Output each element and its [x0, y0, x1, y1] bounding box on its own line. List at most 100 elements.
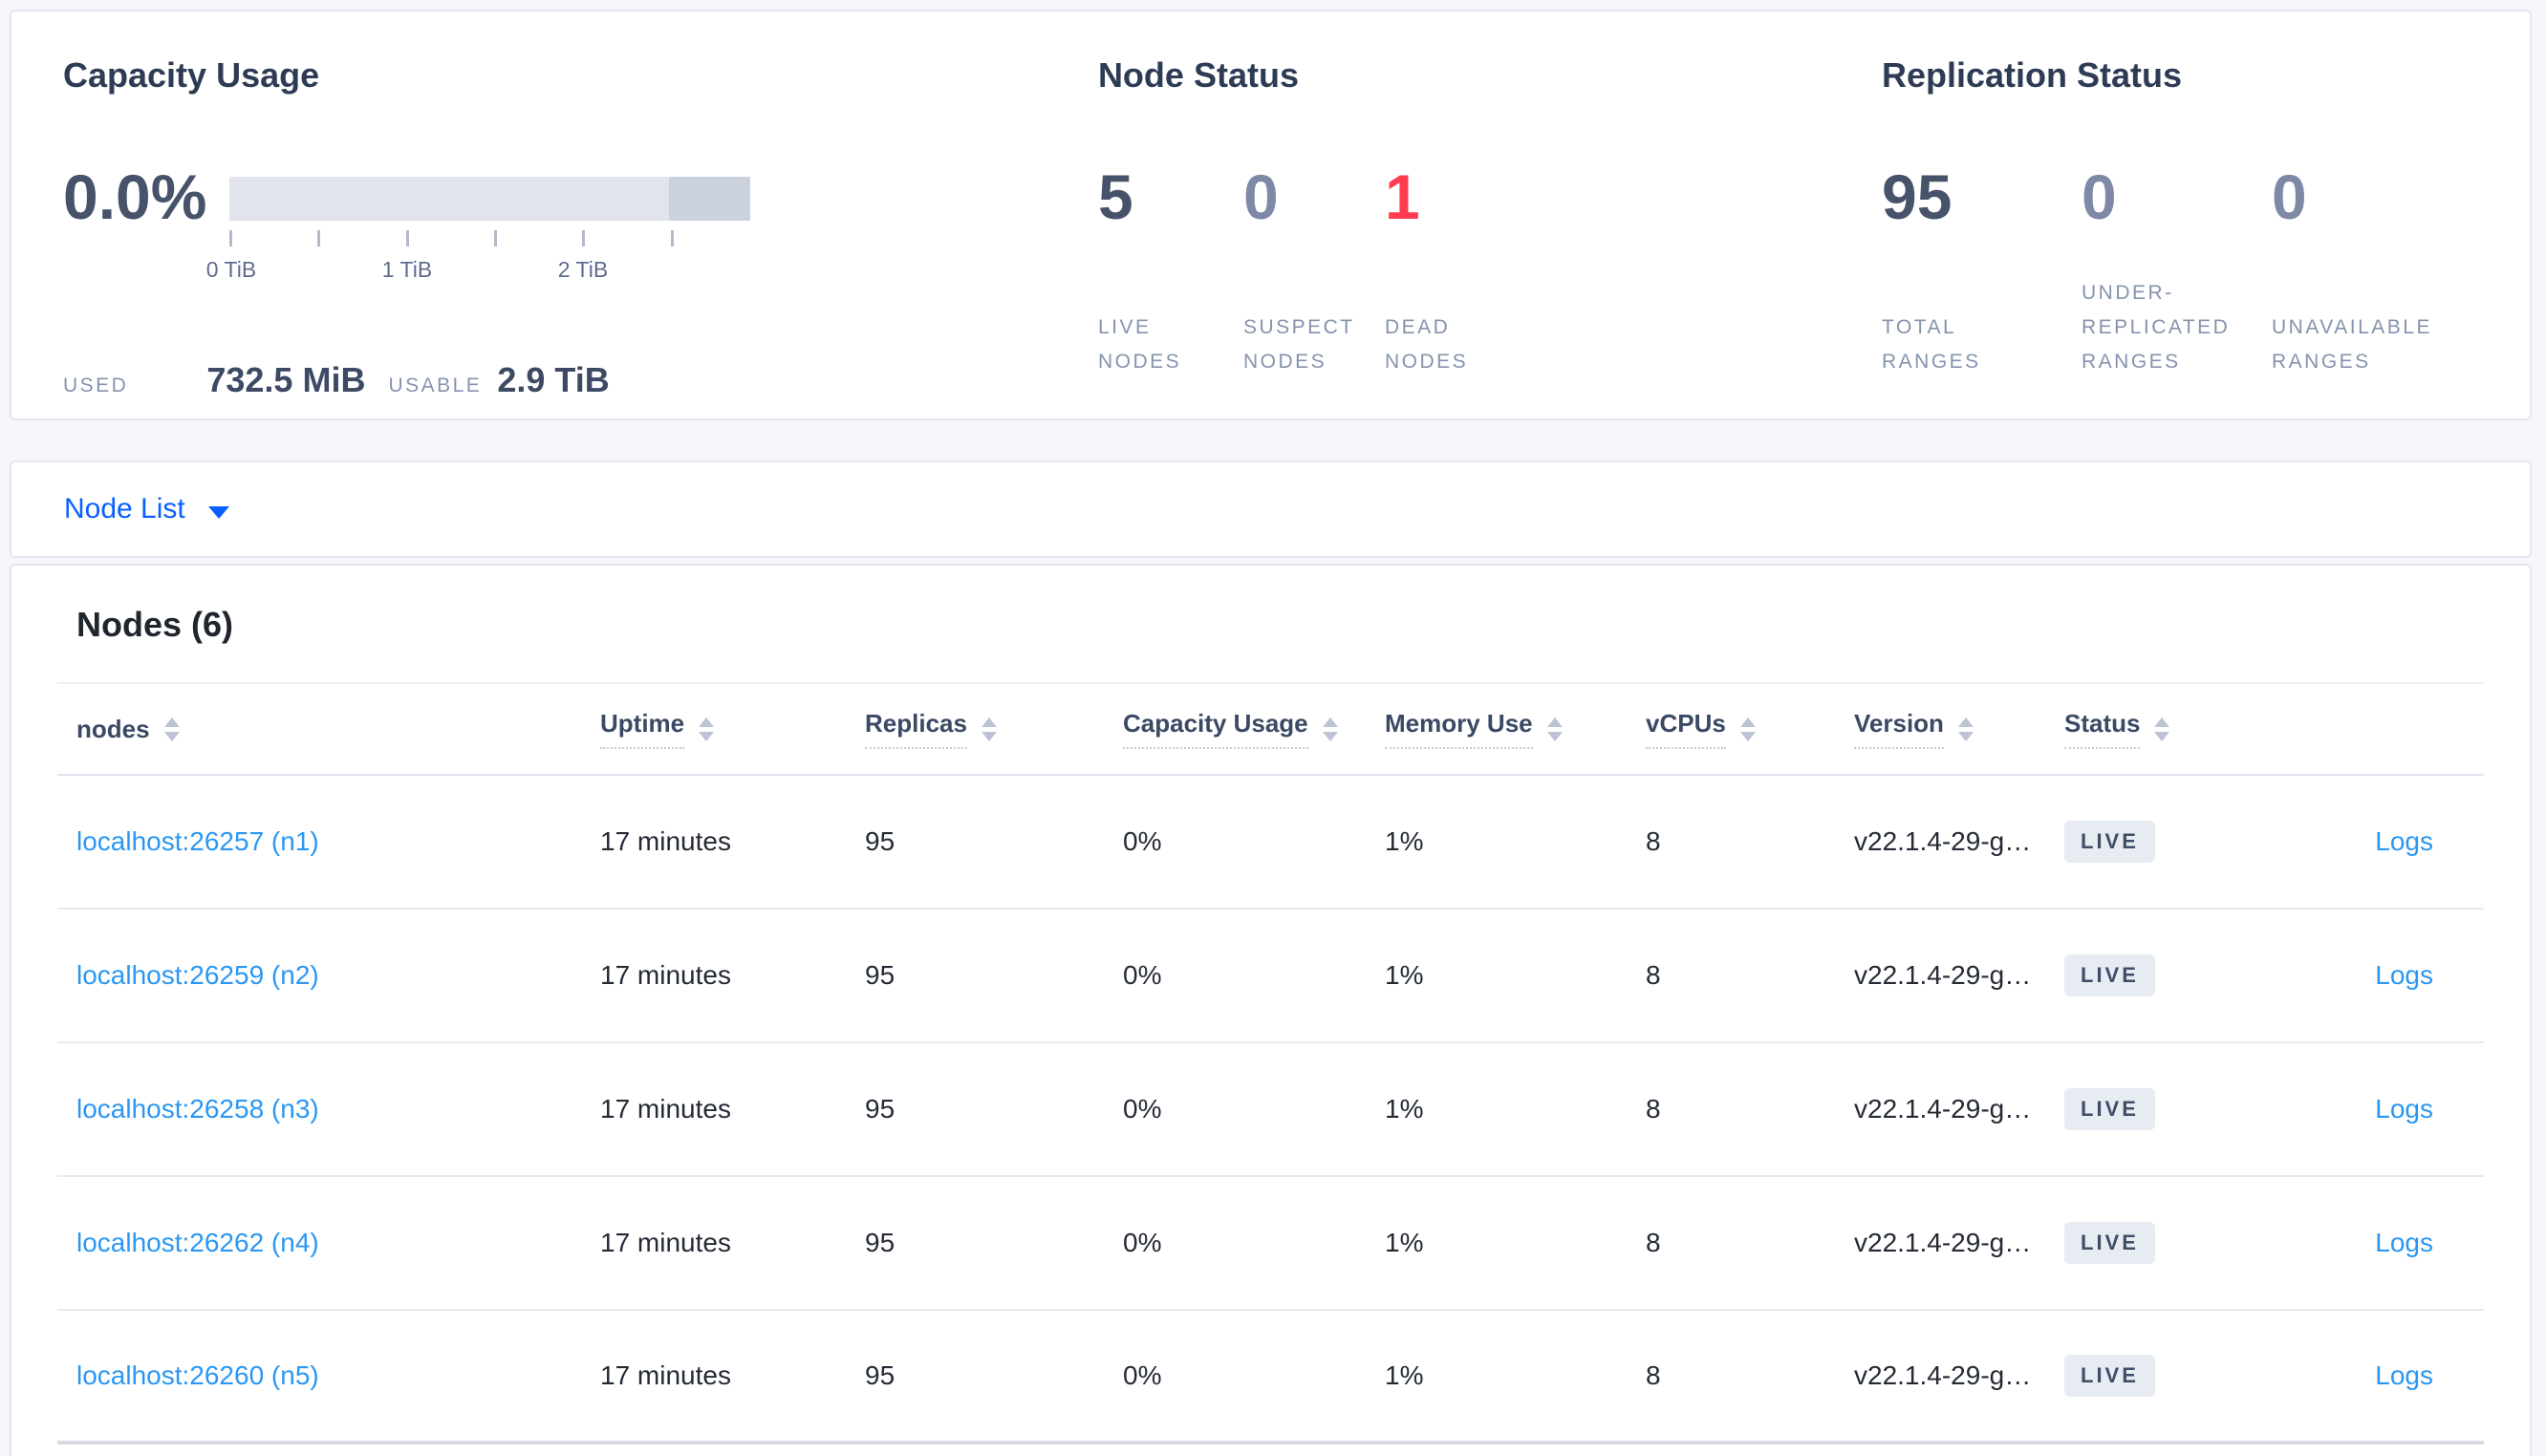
memory-cell: 1%: [1385, 1228, 1424, 1257]
column-header-label[interactable]: Uptime: [600, 709, 685, 749]
used-value: 732.5 MiB: [206, 360, 366, 399]
status-cell: LIVE: [2064, 954, 2286, 996]
axis-tick: [582, 230, 585, 246]
cluster-summary-card: Capacity Usage 0.0% 0 TiB 1 TiB 2 TiB: [10, 10, 2532, 420]
total-ranges-stat: 95 TOTAL RANGES: [1882, 163, 2082, 379]
column-header-version[interactable]: Version: [1854, 709, 2064, 749]
chevron-down-icon[interactable]: [207, 505, 229, 519]
table-row: localhost:26259 (n2) 17 minutes 95 0% 1%…: [57, 910, 2484, 1043]
axis-tick-label: 2 TiB: [557, 257, 609, 282]
logs-link[interactable]: Logs: [2375, 960, 2433, 990]
capacity-cell: 0%: [1123, 1360, 1162, 1390]
vcpus-cell: 8: [1646, 1228, 1661, 1257]
sort-icon[interactable]: [1322, 717, 1338, 741]
logs-cell: Logs: [2286, 826, 2484, 857]
live-nodes-value: 5: [1097, 161, 1133, 232]
node-link[interactable]: localhost:26259 (n2): [76, 960, 319, 990]
capacity-cell: 0%: [1123, 960, 1162, 990]
logs-link[interactable]: Logs: [2375, 826, 2433, 856]
status-cell: LIVE: [2064, 1355, 2286, 1397]
memory-cell: 1%: [1385, 960, 1424, 990]
total-ranges-label: TOTAL RANGES: [1882, 316, 1981, 373]
nodes-table: nodes Uptime Replicas Capacity Usage Mem…: [57, 682, 2484, 1445]
version-cell: v22.1.4-29-g…: [1854, 1360, 2032, 1390]
status-badge: LIVE: [2064, 954, 2155, 996]
axis-tick: [494, 230, 497, 246]
version-cell: v22.1.4-29-g…: [1854, 1228, 2032, 1257]
table-header-row: nodes Uptime Replicas Capacity Usage Mem…: [57, 682, 2484, 776]
under-replicated-ranges-label: UNDER-REPLICATED RANGES: [2082, 282, 2231, 373]
column-header-capacity-usage[interactable]: Capacity Usage: [1123, 709, 1385, 749]
logs-cell: Logs: [2286, 960, 2484, 991]
replication-status-panel: Replication Status 95 TOTAL RANGES 0 UND…: [1882, 11, 2530, 418]
unavailable-ranges-label: UNAVAILABLE RANGES: [2272, 316, 2432, 373]
table-row: localhost:26257 (n1) 17 minutes 95 0% 1%…: [57, 776, 2484, 910]
under-replicated-ranges-stat: 0 UNDER-REPLICATED RANGES: [2082, 163, 2272, 379]
capacity-bar: [229, 177, 750, 221]
replicas-cell: 95: [865, 1360, 895, 1390]
sort-icon[interactable]: [699, 717, 715, 741]
capacity-bar-other-segment: [669, 177, 750, 221]
logs-cell: Logs: [2286, 1094, 2484, 1124]
logs-link[interactable]: Logs: [2375, 1360, 2433, 1390]
capacity-cell: 0%: [1123, 1094, 1162, 1124]
sort-icon[interactable]: [1546, 717, 1563, 741]
column-header-nodes[interactable]: nodes: [57, 715, 600, 744]
column-header-status[interactable]: Status: [2064, 709, 2286, 749]
node-link[interactable]: localhost:26257 (n1): [76, 826, 319, 856]
column-header-label[interactable]: Capacity Usage: [1123, 709, 1308, 749]
node-link[interactable]: localhost:26262 (n4): [76, 1228, 319, 1257]
dead-nodes-value: 1: [1384, 161, 1420, 232]
capacity-cell: 0%: [1123, 826, 1162, 856]
column-header-uptime[interactable]: Uptime: [600, 709, 865, 749]
logs-cell: Logs: [2286, 1228, 2484, 1258]
capacity-cell: 0%: [1123, 1228, 1162, 1257]
column-header-label[interactable]: Memory Use: [1385, 709, 1533, 749]
column-header-label[interactable]: vCPUs: [1646, 709, 1726, 749]
view-selector-label[interactable]: Node List: [64, 493, 185, 525]
sort-icon[interactable]: [2154, 717, 2170, 741]
logs-link[interactable]: Logs: [2375, 1228, 2433, 1257]
capacity-percent-value: 0.0%: [63, 161, 207, 232]
view-selector[interactable]: Node List: [10, 460, 2532, 558]
column-header-memory-use[interactable]: Memory Use: [1385, 709, 1646, 749]
vcpus-cell: 8: [1646, 1360, 1661, 1390]
suspect-nodes-value: 0: [1242, 161, 1279, 232]
live-nodes-label: LIVE NODES: [1097, 316, 1182, 373]
column-header-label[interactable]: nodes: [76, 714, 150, 743]
sort-icon[interactable]: [1957, 717, 1974, 741]
axis-tick: [317, 230, 320, 246]
uptime-cell: 17 minutes: [600, 960, 731, 990]
memory-cell: 1%: [1385, 1094, 1424, 1124]
logs-cell: Logs: [2286, 1360, 2484, 1391]
capacity-bar-chart: 0 TiB 1 TiB 2 TiB: [206, 177, 750, 297]
table-row: localhost:26260 (n5) 17 minutes 95 0% 1%…: [57, 1311, 2484, 1445]
capacity-axis: 0 TiB 1 TiB 2 TiB: [206, 221, 750, 297]
column-header-vcpus[interactable]: vCPUs: [1646, 709, 1854, 749]
table-row: localhost:26258 (n3) 17 minutes 95 0% 1%…: [57, 1043, 2484, 1177]
sort-icon[interactable]: [1739, 717, 1756, 741]
version-cell: v22.1.4-29-g…: [1854, 960, 2032, 990]
node-link[interactable]: localhost:26260 (n5): [76, 1360, 319, 1390]
suspect-nodes-label: SUSPECT NODES: [1242, 316, 1355, 373]
replicas-cell: 95: [865, 1094, 895, 1124]
nodes-section-title: Nodes (6): [76, 605, 234, 644]
sort-icon[interactable]: [163, 717, 180, 741]
column-header-label[interactable]: Replicas: [865, 709, 967, 749]
usable-value: 2.9 TiB: [497, 360, 610, 399]
replicas-cell: 95: [865, 1228, 895, 1257]
status-cell: LIVE: [2064, 1088, 2286, 1130]
version-cell: v22.1.4-29-g…: [1854, 826, 2032, 856]
column-header-label[interactable]: Version: [1854, 709, 1944, 749]
suspect-nodes-stat: 0 SUSPECT NODES: [1243, 163, 1385, 379]
node-link[interactable]: localhost:26258 (n3): [76, 1094, 319, 1124]
column-header-label[interactable]: Status: [2064, 709, 2141, 749]
node-status-panel: Node Status 5 LIVE NODES 0 SUSPECT NODES…: [1098, 11, 1882, 418]
uptime-cell: 17 minutes: [600, 1094, 731, 1124]
live-nodes-stat: 5 LIVE NODES: [1098, 163, 1243, 379]
status-badge: LIVE: [2064, 1222, 2155, 1264]
column-header-replicas[interactable]: Replicas: [865, 709, 1123, 749]
logs-link[interactable]: Logs: [2375, 1094, 2433, 1124]
sort-icon[interactable]: [981, 717, 997, 741]
capacity-gauge: 0.0% 0 TiB 1 TiB 2 TiB: [63, 163, 1098, 297]
